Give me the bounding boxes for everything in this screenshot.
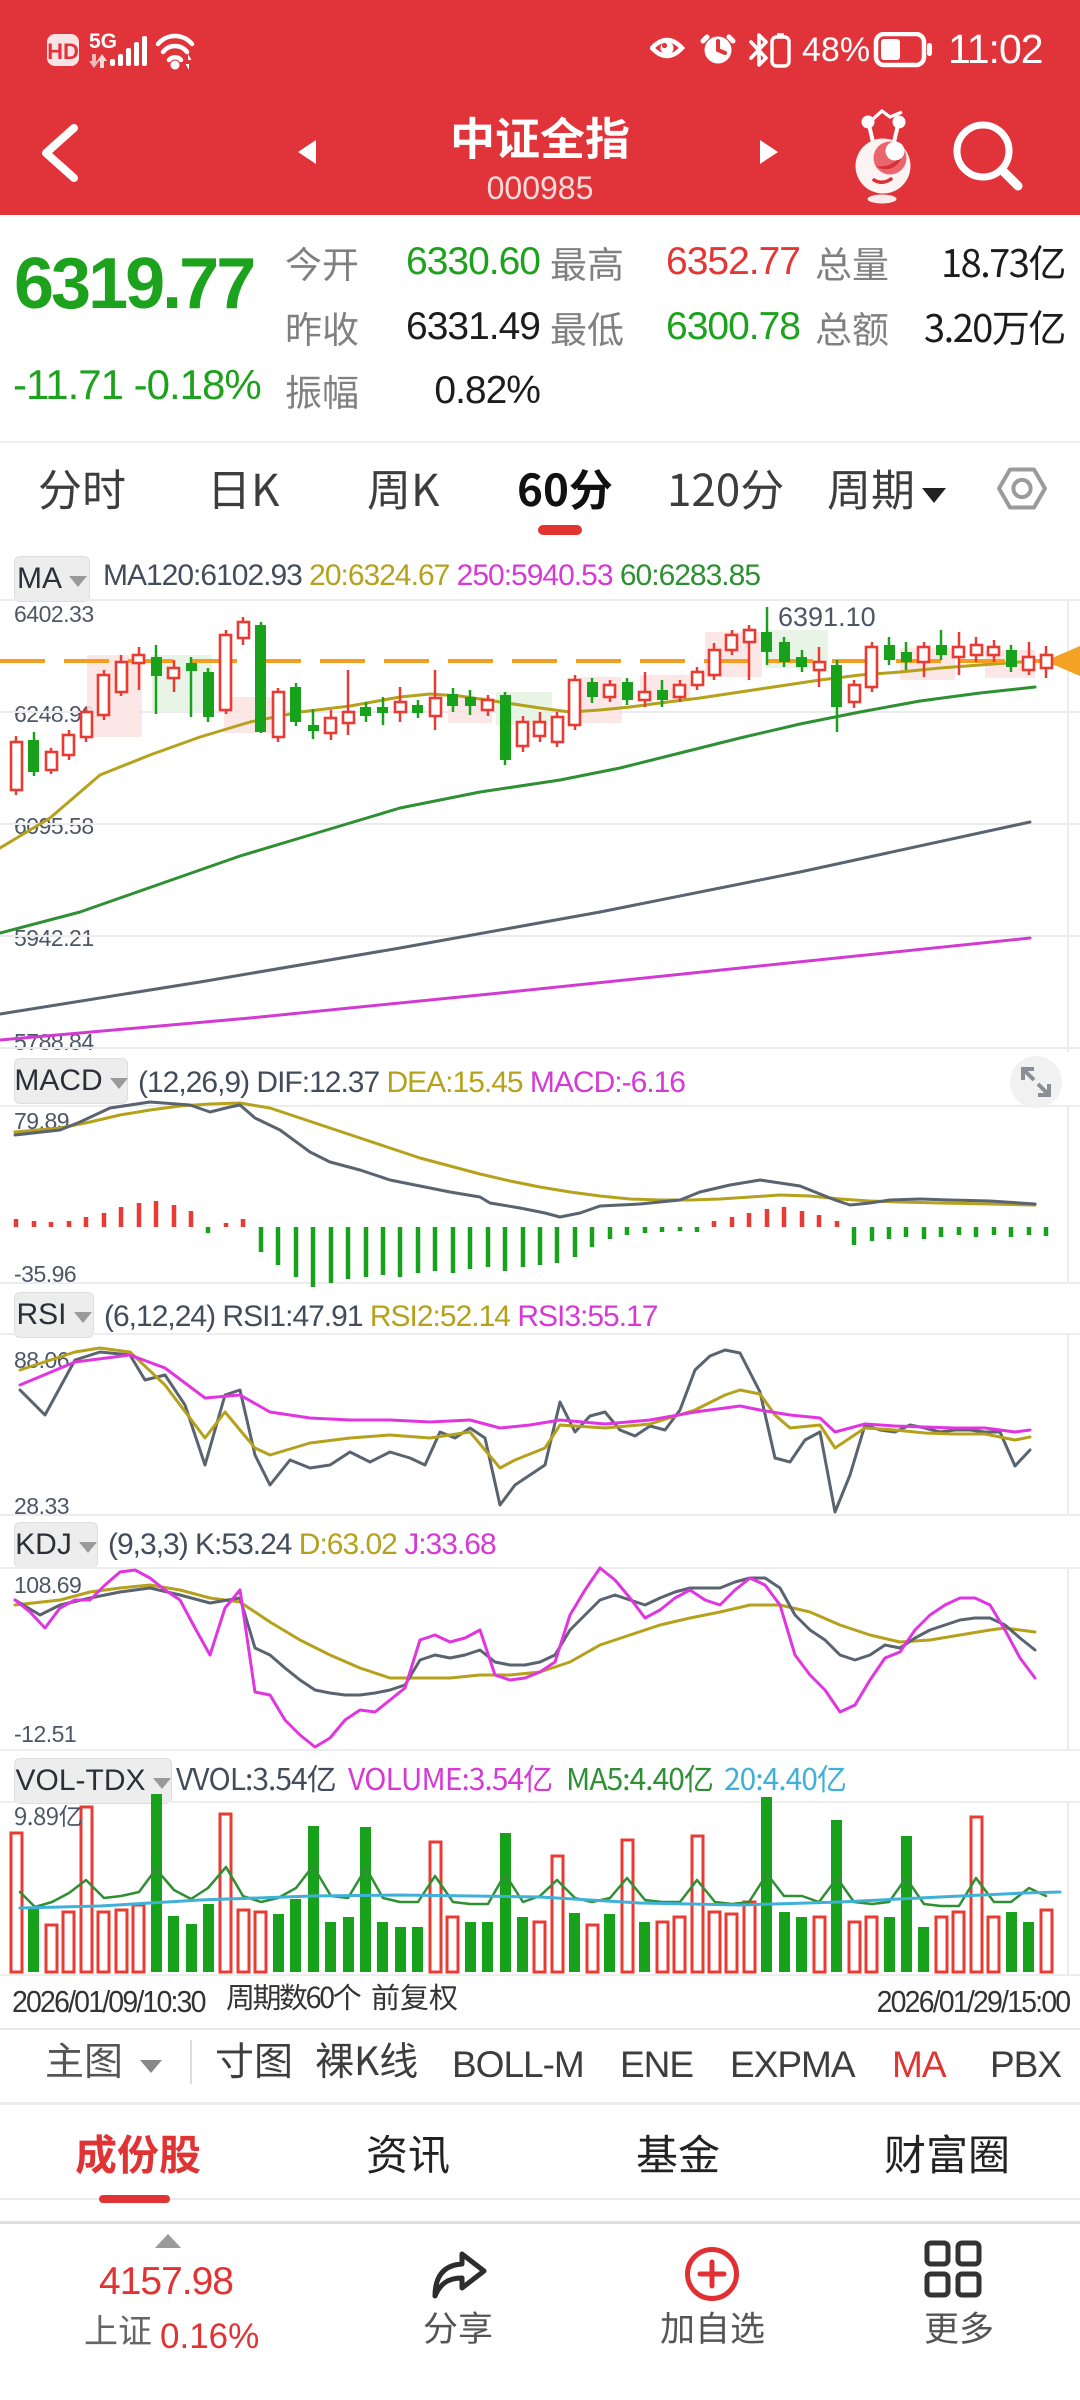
svg-text:48%: 48% [802, 32, 870, 69]
svg-text:5G: 5G [89, 30, 117, 53]
svg-text:HD: HD [47, 39, 79, 64]
